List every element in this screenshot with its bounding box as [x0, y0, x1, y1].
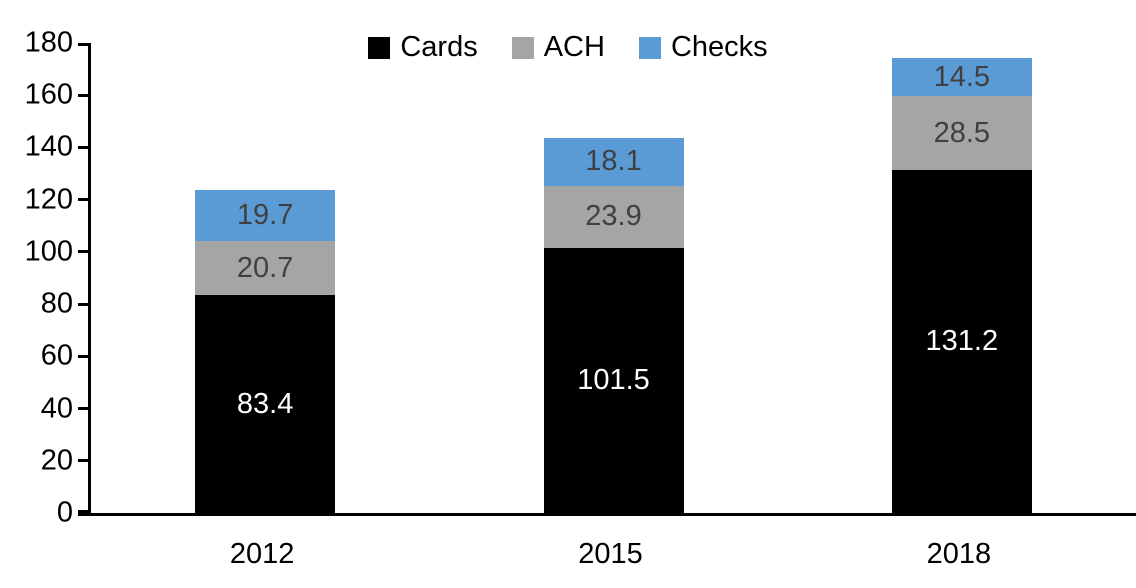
y-axis-tick-label: 120	[24, 183, 73, 216]
y-axis-tick-label: 80	[40, 287, 73, 320]
bar-segment-checks-2015: 18.1	[543, 138, 684, 186]
data-label: 18.1	[585, 145, 642, 178]
bar-segment-ach-2018: 28.5	[891, 96, 1032, 171]
y-axis-tick	[78, 407, 91, 411]
data-label: 19.7	[236, 198, 294, 231]
y-axis-tick	[78, 93, 91, 97]
y-axis-tick-label: 40	[40, 392, 73, 425]
y-axis-tick	[78, 145, 91, 149]
data-label: 28.5	[933, 116, 991, 149]
bar-segment-cards-2018: 131.2	[891, 170, 1032, 513]
data-label: 14.5	[933, 60, 991, 93]
y-axis-tick	[78, 43, 91, 46]
bar-2015: 18.1 23.9 101.5	[543, 138, 684, 513]
y-axis-tick	[78, 459, 91, 463]
x-axis-label-2018: 2018	[926, 538, 992, 570]
bar-segment-checks-2018: 14.5	[891, 58, 1032, 97]
x-axis-line	[78, 513, 1136, 516]
y-axis-tick	[78, 250, 91, 254]
bar-segment-ach-2015: 23.9	[543, 185, 684, 248]
y-axis-tick-label: 180	[24, 26, 73, 59]
bar-2012: 19.7 20.7 83.4	[195, 189, 336, 513]
y-axis-tick-label: 60	[40, 339, 73, 372]
y-axis-tick	[78, 354, 91, 358]
y-axis-tick	[78, 302, 91, 306]
bar-2018: 14.5 28.5 131.2	[891, 58, 1032, 513]
x-axis-label-2012: 2012	[229, 538, 295, 570]
x-axis-label-2015: 2015	[578, 538, 643, 570]
bar-segment-cards-2012: 83.4	[195, 295, 336, 513]
y-axis-tick-label: 140	[24, 130, 73, 163]
bar-segment-checks-2012: 19.7	[195, 189, 336, 242]
y-axis-tick-label: 100	[24, 235, 73, 268]
plot-area: 0 20 40 60 80 100 120 140 160 180 19.7 20.7 83.4 18.1…	[25, 28, 1136, 527]
data-label: 101.5	[577, 363, 650, 396]
bar-segment-ach-2012: 20.7	[195, 241, 336, 296]
y-axis-tick-label: 0	[56, 496, 73, 529]
y-axis-tick	[78, 198, 91, 202]
data-label: 131.2	[925, 325, 999, 358]
y-axis-tick	[78, 510, 91, 513]
y-axis-tick-label: 20	[40, 444, 73, 477]
data-label: 83.4	[236, 387, 294, 420]
data-label: 23.9	[585, 200, 642, 233]
y-axis-tick-label: 160	[24, 78, 73, 111]
bar-segment-cards-2015: 101.5	[543, 247, 684, 513]
data-label: 20.7	[236, 251, 294, 284]
